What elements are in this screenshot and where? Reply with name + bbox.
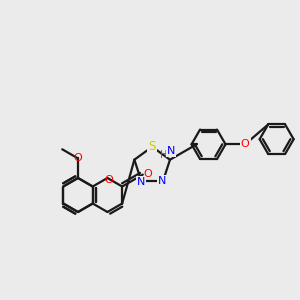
Text: S: S: [148, 140, 156, 153]
Text: O: O: [241, 139, 250, 149]
Text: O: O: [74, 153, 82, 164]
Text: O: O: [143, 169, 152, 178]
Text: O: O: [104, 175, 113, 185]
Text: N: N: [167, 146, 175, 156]
Text: N: N: [137, 177, 146, 187]
Text: H: H: [160, 150, 168, 160]
Text: N: N: [158, 176, 166, 186]
